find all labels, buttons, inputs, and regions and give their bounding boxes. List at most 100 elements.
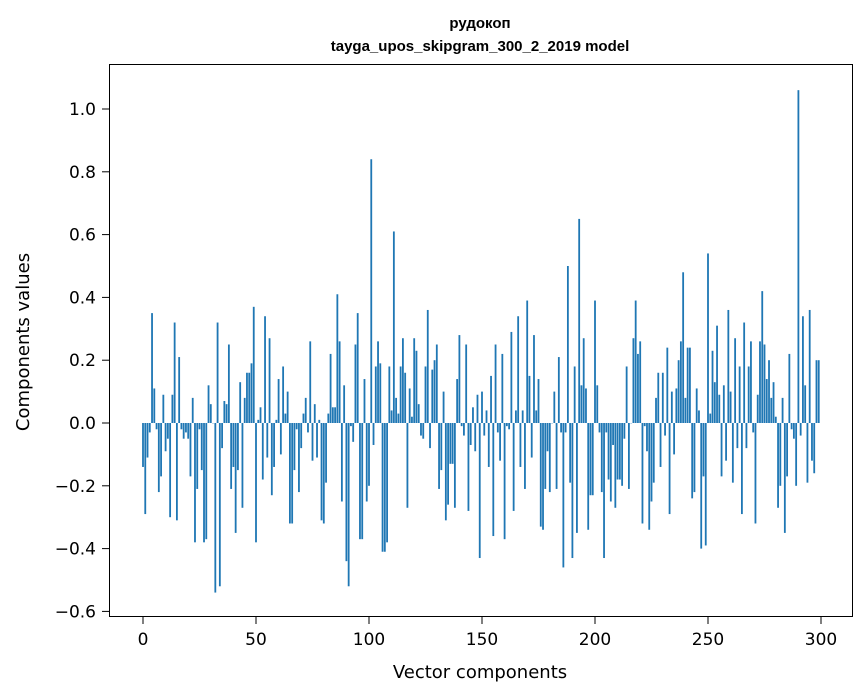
bar-149 bbox=[478, 423, 481, 559]
bar-183 bbox=[555, 423, 558, 489]
bar-6 bbox=[155, 423, 158, 430]
bar-142 bbox=[463, 423, 465, 436]
bar-236 bbox=[675, 388, 678, 423]
y-tick-label: 0.6 bbox=[69, 226, 96, 246]
y-tick-label: −0.6 bbox=[55, 602, 96, 622]
bar-125 bbox=[424, 366, 427, 423]
bar-205 bbox=[605, 423, 608, 433]
bar-47 bbox=[248, 372, 251, 423]
bar-139 bbox=[456, 379, 459, 423]
bar-251 bbox=[709, 413, 712, 423]
bar-10 bbox=[164, 423, 167, 452]
bar-254 bbox=[716, 325, 718, 423]
bar-56 bbox=[268, 338, 271, 423]
bar-17 bbox=[180, 423, 183, 430]
bar-182 bbox=[553, 391, 556, 423]
bar-4 bbox=[151, 313, 153, 423]
bar-196 bbox=[585, 388, 587, 423]
bar-40 bbox=[232, 423, 235, 467]
bar-58 bbox=[273, 423, 275, 467]
bar-95 bbox=[356, 313, 359, 423]
bar-130 bbox=[435, 344, 438, 423]
bar-76 bbox=[313, 404, 316, 423]
bar-166 bbox=[517, 316, 520, 423]
bar-189 bbox=[569, 423, 572, 483]
bar-29 bbox=[207, 385, 210, 423]
bar-54 bbox=[264, 316, 266, 423]
y-axis: −0.6 −0.4 −0.2 0.0 0.2 0.4 0.6 0.8 1.0 bbox=[55, 100, 109, 622]
y-tick-label: 0.2 bbox=[69, 351, 96, 371]
bar-106 bbox=[381, 423, 384, 552]
bar-244 bbox=[693, 423, 696, 493]
bar-272 bbox=[756, 394, 759, 423]
bar-141 bbox=[460, 423, 463, 427]
bar-21 bbox=[189, 423, 192, 477]
bar-104 bbox=[377, 341, 379, 423]
bar-172 bbox=[530, 423, 533, 458]
bar-285 bbox=[786, 423, 789, 477]
bar-228 bbox=[657, 372, 660, 423]
bar-146 bbox=[472, 407, 474, 423]
bar-151 bbox=[483, 423, 486, 436]
bar-83 bbox=[329, 353, 332, 423]
bar-79 bbox=[320, 423, 323, 521]
bar-284 bbox=[783, 423, 786, 533]
bar-9 bbox=[162, 394, 165, 423]
bar-32 bbox=[214, 423, 217, 593]
bar-25 bbox=[198, 423, 201, 430]
bar-134 bbox=[444, 423, 447, 521]
bar-12 bbox=[169, 423, 172, 518]
bar-121 bbox=[415, 350, 418, 423]
bar-135 bbox=[447, 423, 450, 505]
bar-136 bbox=[449, 423, 452, 464]
bar-138 bbox=[453, 423, 456, 508]
bar-39 bbox=[230, 423, 233, 489]
bar-71 bbox=[302, 413, 305, 423]
bar-84 bbox=[331, 407, 334, 423]
bar-173 bbox=[533, 335, 535, 423]
bar-20 bbox=[187, 423, 190, 439]
bar-159 bbox=[501, 353, 504, 423]
bar-34 bbox=[218, 423, 221, 587]
bar-225 bbox=[650, 423, 653, 502]
x-tick-label: 150 bbox=[466, 630, 498, 650]
bar-113 bbox=[397, 413, 400, 423]
bar-269 bbox=[750, 341, 752, 423]
bar-93 bbox=[352, 423, 355, 442]
bar-201 bbox=[596, 385, 599, 423]
bar-11 bbox=[166, 423, 169, 439]
bar-256 bbox=[720, 423, 723, 477]
bar-220 bbox=[639, 341, 642, 423]
bar-85 bbox=[334, 407, 337, 423]
bar-154 bbox=[490, 375, 492, 423]
bar-137 bbox=[451, 423, 454, 464]
bar-266 bbox=[743, 322, 746, 423]
bar-174 bbox=[535, 410, 538, 423]
bar-28 bbox=[205, 423, 208, 540]
bar-200 bbox=[594, 300, 596, 423]
bar-145 bbox=[469, 423, 472, 445]
bar-155 bbox=[492, 423, 495, 537]
bar-117 bbox=[406, 423, 409, 508]
bar-143 bbox=[465, 344, 468, 423]
bar-250 bbox=[707, 253, 709, 423]
bar-299 bbox=[817, 360, 820, 423]
bar-268 bbox=[747, 366, 750, 423]
bar-239 bbox=[682, 272, 685, 423]
bar-221 bbox=[641, 423, 644, 524]
bar-247 bbox=[700, 423, 703, 549]
bar-178 bbox=[544, 423, 547, 489]
bar-148 bbox=[476, 394, 479, 423]
bar-45 bbox=[243, 397, 246, 423]
bar-26 bbox=[200, 423, 203, 471]
bar-275 bbox=[763, 344, 766, 423]
bar-81 bbox=[325, 423, 327, 483]
bar-167 bbox=[519, 423, 522, 467]
bar-253 bbox=[713, 382, 716, 423]
bar-238 bbox=[679, 341, 682, 423]
bar-38 bbox=[227, 344, 230, 423]
bar-267 bbox=[745, 423, 748, 449]
bar-107 bbox=[383, 423, 386, 552]
bar-241 bbox=[686, 347, 689, 423]
bar-208 bbox=[612, 423, 614, 445]
